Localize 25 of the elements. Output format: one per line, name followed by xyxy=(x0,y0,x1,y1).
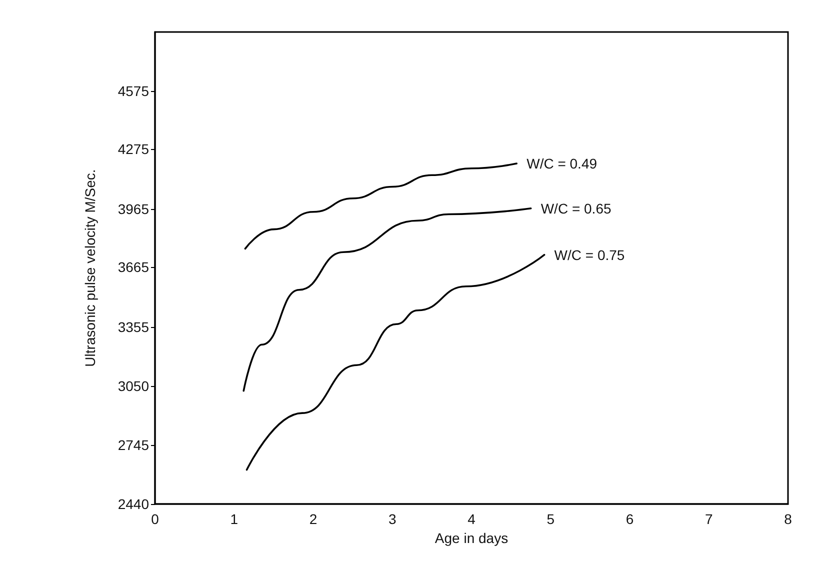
y-tick-label: 3355 xyxy=(118,319,150,335)
series-label: W/C = 0.75 xyxy=(554,246,625,263)
y-axis-title: Ultrasonic pulse velocity M/Sec. xyxy=(82,169,98,367)
y-tick-label: 3050 xyxy=(118,378,150,394)
y-tick-label: 3665 xyxy=(118,259,150,276)
x-tick-label: 0 xyxy=(151,511,160,527)
x-tick-label: 5 xyxy=(546,511,555,527)
y-tick-label: 2440 xyxy=(118,496,150,512)
x-tick-label: 8 xyxy=(784,511,792,527)
x-tick-label: 2 xyxy=(309,511,318,527)
line-series xyxy=(242,208,532,392)
x-tick-label: 6 xyxy=(626,511,634,527)
y-tick-label: 4575 xyxy=(118,83,150,99)
x-axis-title: Age in days xyxy=(434,530,508,546)
x-tick-label: 7 xyxy=(704,511,713,527)
x-tick-label: 3 xyxy=(388,511,396,527)
y-tick-label: 3965 xyxy=(118,201,150,217)
series-label: W/C = 0.49 xyxy=(526,156,598,172)
x-tick-label: 4 xyxy=(468,511,476,527)
line-series xyxy=(244,162,518,250)
series-label: W/C = 0.65 xyxy=(540,200,612,216)
y-tick-label: 2745 xyxy=(118,437,150,453)
line-series xyxy=(246,254,546,471)
y-tick-label: 4275 xyxy=(118,141,150,158)
x-tick-label: 1 xyxy=(230,511,238,527)
